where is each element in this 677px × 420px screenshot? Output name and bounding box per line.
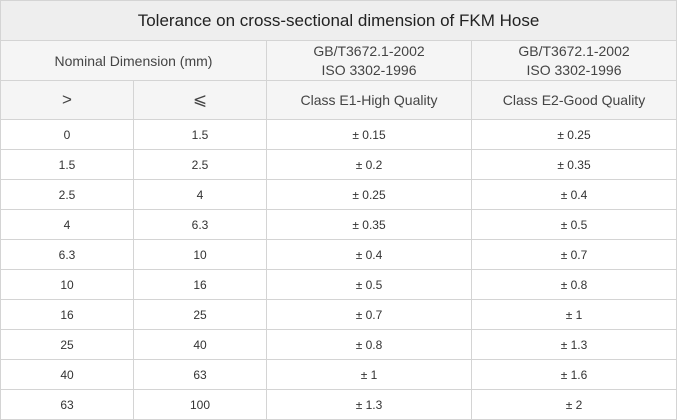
table-row: 0 1.5 ± 0.15 ± 0.25 xyxy=(0,119,677,150)
cell-less-equal: 6.3 xyxy=(133,209,267,240)
cell-less-equal: 100 xyxy=(133,389,267,420)
table-row: 6.3 10 ± 0.4 ± 0.7 xyxy=(0,239,677,270)
cell-class-e1: ± 1.3 xyxy=(266,389,472,420)
cell-class-e1: ± 0.8 xyxy=(266,329,472,360)
cell-class-e2: ± 1.6 xyxy=(470,359,677,390)
cell-class-e1: ± 1 xyxy=(266,359,472,390)
standard-gb-line: GB/T3672.1-2002 xyxy=(518,42,630,59)
cell-class-e2: ± 0.25 xyxy=(470,119,677,150)
cell-greater-than: 10 xyxy=(0,269,134,300)
cell-class-e1: ± 0.7 xyxy=(266,299,472,330)
cell-less-equal: 63 xyxy=(133,359,267,390)
standard-header-e2: GB/T3672.1-2002 ISO 3302-1996 xyxy=(470,40,677,81)
cell-less-equal: 2.5 xyxy=(133,149,267,180)
table-title: Tolerance on cross-sectional dimension o… xyxy=(0,0,677,41)
cell-less-equal: 25 xyxy=(133,299,267,330)
cell-greater-than: 6.3 xyxy=(0,239,134,270)
cell-class-e2: ± 0.8 xyxy=(470,269,677,300)
table-row: 40 63 ± 1 ± 1.6 xyxy=(0,359,677,390)
cell-greater-than: 16 xyxy=(0,299,134,330)
table-row: 10 16 ± 0.5 ± 0.8 xyxy=(0,269,677,300)
cell-class-e1: ± 0.35 xyxy=(266,209,472,240)
standard-header-e1: GB/T3672.1-2002 ISO 3302-1996 xyxy=(266,40,472,81)
header-row-standards: Nominal Dimension (mm) GB/T3672.1-2002 I… xyxy=(0,40,677,81)
standard-iso-line: ISO 3302-1996 xyxy=(526,61,622,78)
cell-less-equal: 40 xyxy=(133,329,267,360)
cell-less-equal: 4 xyxy=(133,179,267,210)
header-row-classes: > ⩽ Class E1-High Quality Class E2-Good … xyxy=(0,80,677,120)
less-equal-header: ⩽ xyxy=(133,80,267,120)
table-row: 25 40 ± 0.8 ± 1.3 xyxy=(0,329,677,360)
cell-class-e2: ± 0.35 xyxy=(470,149,677,180)
cell-greater-than: 4 xyxy=(0,209,134,240)
cell-greater-than: 63 xyxy=(0,389,134,420)
title-row: Tolerance on cross-sectional dimension o… xyxy=(0,0,677,41)
cell-class-e1: ± 0.4 xyxy=(266,239,472,270)
standard-iso-line: ISO 3302-1996 xyxy=(321,61,417,78)
cell-class-e2: ± 2 xyxy=(470,389,677,420)
table-row: 16 25 ± 0.7 ± 1 xyxy=(0,299,677,330)
table-row: 63 100 ± 1.3 ± 2 xyxy=(0,389,677,420)
nominal-dimension-header: Nominal Dimension (mm) xyxy=(0,40,267,81)
class-e2-header: Class E2-Good Quality xyxy=(470,80,677,120)
cell-greater-than: 0 xyxy=(0,119,134,150)
cell-class-e1: ± 0.25 xyxy=(266,179,472,210)
table-row: 2.5 4 ± 0.25 ± 0.4 xyxy=(0,179,677,210)
table-row: 4 6.3 ± 0.35 ± 0.5 xyxy=(0,209,677,240)
cell-class-e2: ± 1.3 xyxy=(470,329,677,360)
cell-class-e2: ± 0.5 xyxy=(470,209,677,240)
cell-class-e1: ± 0.15 xyxy=(266,119,472,150)
standard-gb-line: GB/T3672.1-2002 xyxy=(313,42,425,59)
table-row: 1.5 2.5 ± 0.2 ± 0.35 xyxy=(0,149,677,180)
cell-less-equal: 16 xyxy=(133,269,267,300)
cell-greater-than: 1.5 xyxy=(0,149,134,180)
class-e1-header: Class E1-High Quality xyxy=(266,80,472,120)
table-body: 0 1.5 ± 0.15 ± 0.25 1.5 2.5 ± 0.2 ± 0.35 2.5 4 ± 0… xyxy=(0,119,677,420)
cell-greater-than: 25 xyxy=(0,329,134,360)
cell-greater-than: 2.5 xyxy=(0,179,134,210)
cell-less-equal: 1.5 xyxy=(133,119,267,150)
cell-class-e2: ± 1 xyxy=(470,299,677,330)
cell-class-e1: ± 0.5 xyxy=(266,269,472,300)
cell-less-equal: 10 xyxy=(133,239,267,270)
cell-class-e2: ± 0.4 xyxy=(470,179,677,210)
cell-greater-than: 40 xyxy=(0,359,134,390)
greater-than-header: > xyxy=(0,80,134,120)
cell-class-e1: ± 0.2 xyxy=(266,149,472,180)
cell-class-e2: ± 0.7 xyxy=(470,239,677,270)
